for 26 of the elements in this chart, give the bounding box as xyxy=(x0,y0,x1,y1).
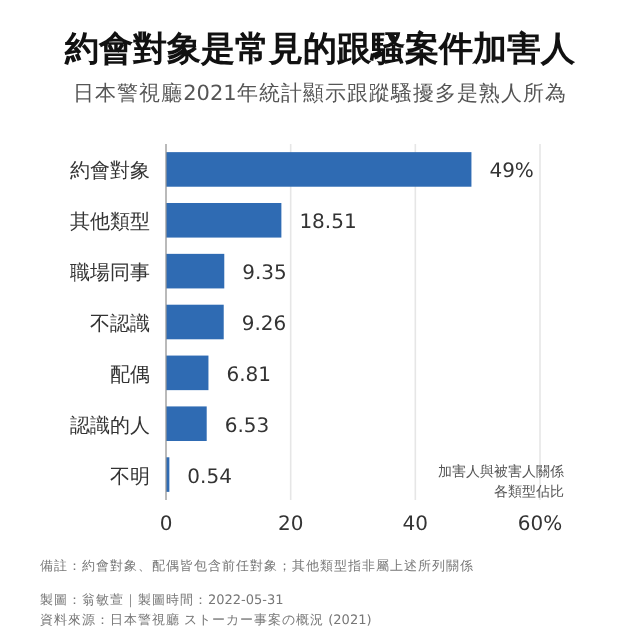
y-tick-label: 配偶 xyxy=(110,364,150,387)
bar xyxy=(166,406,207,441)
bar xyxy=(166,253,225,289)
x-tick-label: 20 xyxy=(277,514,304,536)
bar xyxy=(166,304,224,340)
data-label: 49% xyxy=(489,161,534,184)
data-label: 18.51 xyxy=(299,212,357,235)
data-label: 0.54 xyxy=(187,466,232,489)
y-tick-label: 職場同事 xyxy=(70,261,150,286)
x-tick-label: 40 xyxy=(402,514,429,536)
bar xyxy=(166,355,209,391)
chart-title: 約會對象是常見的跟騷案件加害人 xyxy=(63,28,577,70)
x-tick-label: 60% xyxy=(517,514,563,536)
y-tick-label: 約會對象 xyxy=(70,159,150,184)
data-label: 9.35 xyxy=(242,263,287,286)
y-tick-label: 認識的人 xyxy=(70,413,150,438)
y-tick-label: 不認識 xyxy=(90,312,150,336)
data-label: 6.53 xyxy=(224,415,270,438)
bar xyxy=(166,202,282,238)
data-label: 9.26 xyxy=(241,314,287,336)
chart-subtitle: 日本警視廳2021年統計顯示跟蹤騷擾多是熟人所為 xyxy=(73,80,567,106)
bar xyxy=(166,152,472,187)
y-tick-label: 不明 xyxy=(110,466,150,489)
data-label: 6.81 xyxy=(226,364,271,387)
y-tick-label: 其他類型 xyxy=(70,210,150,235)
x-tick-label: 0 xyxy=(159,514,173,536)
